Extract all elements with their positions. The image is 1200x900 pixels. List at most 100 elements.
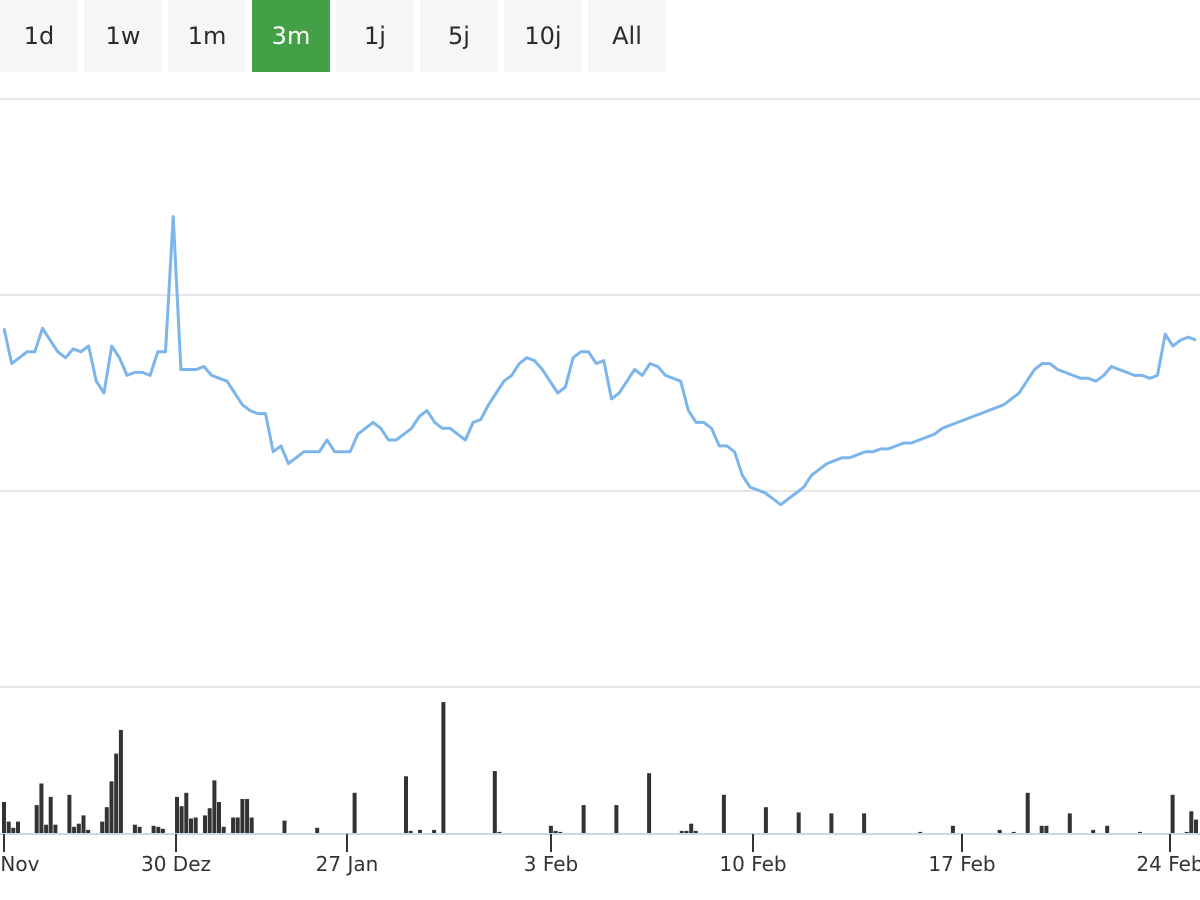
volume-bar	[11, 827, 16, 834]
range-tab-1j[interactable]: 1j	[336, 0, 414, 72]
volume-bar	[175, 796, 179, 834]
volume-bar	[1025, 792, 1030, 834]
volume-bar	[179, 806, 184, 834]
x-tick-label: 27 Jan	[316, 852, 379, 876]
volume-bar	[203, 815, 207, 834]
range-tabs: 1d 1w 1m 3m 1j 5j 10j All	[0, 0, 672, 72]
volume-bar	[862, 813, 867, 834]
range-tab-3m[interactable]: 3m	[252, 0, 330, 72]
volume-bar	[2, 802, 6, 834]
x-tick-label: 25 Nov	[0, 852, 40, 876]
volume-bar	[212, 780, 217, 834]
volume-bar	[34, 805, 39, 834]
volume-bar	[48, 796, 53, 834]
volume-bar	[950, 825, 955, 834]
x-axis: 25 Nov 30 Dez 27 Jan 3 Feb 10 Feb 17 Feb 24 Fe…	[0, 833, 1200, 876]
volume-bar	[109, 781, 114, 834]
volume-bar	[221, 826, 226, 834]
volume-bar	[614, 805, 619, 834]
range-tab-1m[interactable]: 1m	[168, 0, 246, 72]
volume-bar	[763, 807, 768, 834]
volume-bar	[1170, 794, 1175, 834]
volume-bar	[53, 824, 58, 834]
volume-bar	[721, 794, 726, 834]
range-tab-5j[interactable]: 5j	[420, 0, 498, 72]
volume-bar	[132, 824, 137, 834]
volume-bar	[100, 821, 105, 834]
range-tab-1d[interactable]: 1d	[0, 0, 78, 72]
range-tab-all[interactable]: All	[588, 0, 666, 72]
volume-bar	[1194, 819, 1198, 834]
volume-bar	[151, 825, 156, 834]
volume-bar	[581, 805, 586, 834]
volume-bar	[548, 825, 553, 834]
volume-bar	[441, 702, 446, 834]
volume-bar	[352, 792, 357, 834]
volume-bar	[193, 817, 198, 834]
volume-bar	[118, 729, 123, 834]
volume-bar	[684, 830, 689, 834]
volume-bar	[1044, 825, 1049, 834]
volume-bar	[231, 817, 236, 834]
volume-bar	[1189, 811, 1194, 834]
volume-bar	[997, 829, 1002, 834]
volume-bar	[1184, 831, 1189, 834]
volume-bar	[76, 823, 81, 834]
volume-bar	[432, 829, 437, 834]
volume-bar	[114, 753, 119, 834]
volume-bar	[315, 827, 320, 834]
volume-bar	[217, 802, 221, 834]
volume-bar	[235, 817, 240, 834]
volume-bar	[1039, 825, 1044, 834]
volume-bar	[418, 829, 422, 834]
volume-bar	[137, 826, 142, 834]
volume-bar	[404, 776, 408, 834]
volume-bars	[2, 702, 1198, 834]
volume-bar	[240, 799, 245, 834]
x-tick-label: 24 Feb	[1136, 852, 1200, 876]
volume-bar	[829, 813, 834, 834]
volume-bar	[184, 792, 189, 834]
range-tab-1w[interactable]: 1w	[84, 0, 162, 72]
volume-bar	[16, 821, 20, 834]
volume-bar	[689, 823, 694, 834]
volume-bar	[1011, 831, 1016, 834]
volume-bar	[553, 830, 558, 834]
volume-bar	[558, 831, 563, 834]
volume-bar	[408, 830, 413, 834]
volume-bar	[1067, 813, 1072, 834]
volume-bar	[245, 799, 250, 834]
volume-bar	[647, 773, 652, 834]
volume-bar	[1137, 831, 1142, 834]
volume-bar	[81, 815, 86, 834]
x-tick-label: 17 Feb	[928, 852, 995, 876]
volume-bar	[67, 794, 72, 834]
volume-bar	[44, 824, 49, 834]
volume-bar	[156, 826, 161, 834]
volume-bar	[207, 808, 212, 834]
range-tab-10j[interactable]: 10j	[504, 0, 582, 72]
price-line	[2, 215, 1197, 507]
price-series	[2, 215, 1197, 507]
x-tick-label: 10 Feb	[719, 852, 786, 876]
volume-bar	[1105, 825, 1110, 834]
grid-lines	[0, 98, 1200, 688]
volume-bar	[492, 771, 497, 834]
volume-bar	[72, 826, 77, 834]
volume-bar	[282, 820, 287, 834]
volume-bar	[693, 830, 698, 834]
volume-bar	[104, 807, 109, 834]
x-tick-label: 30 Dez	[141, 852, 211, 876]
volume-bar	[679, 830, 684, 834]
volume-bar	[160, 828, 165, 834]
volume-bar	[796, 812, 801, 834]
volume-bar	[86, 829, 91, 834]
volume-bar	[497, 831, 502, 834]
volume-bar	[6, 821, 11, 834]
volume-bar	[249, 817, 254, 834]
volume-bar	[189, 818, 193, 834]
volume-bar	[918, 831, 923, 834]
x-tick-label: 3 Feb	[524, 852, 579, 876]
volume-bar	[39, 783, 44, 834]
